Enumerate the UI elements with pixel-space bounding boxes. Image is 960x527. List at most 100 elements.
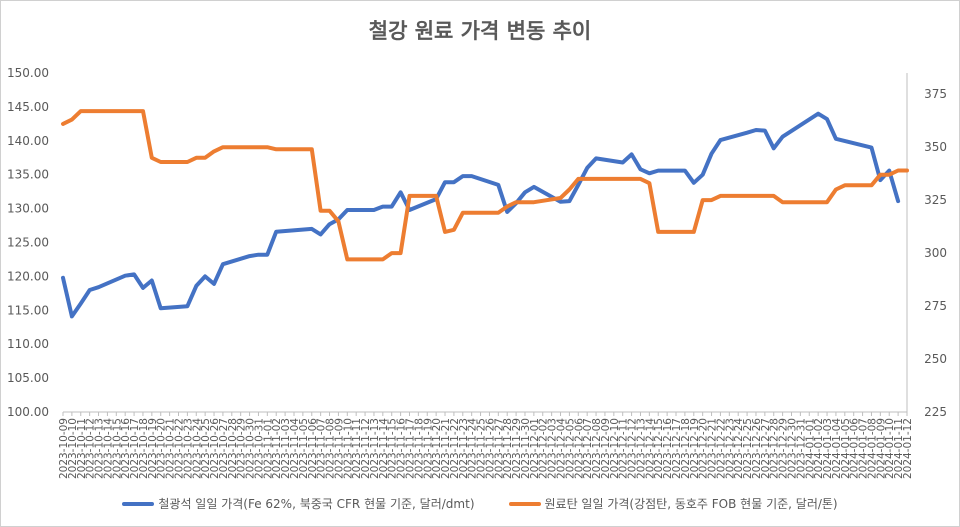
x-tick-label: 2023-12-22 [715, 418, 727, 479]
x-tick-label: 2023-10-10 [67, 418, 79, 479]
x-tick-label: 2023-10-23 [182, 418, 194, 479]
x-tick-label: 2023-12-14 [644, 418, 656, 479]
legend-label-iron-ore: 철광석 일일 가격(Fe 62%, 북중국 CFR 현물 기준, 달러/dmt) [158, 497, 475, 511]
y-left-tick-label: 115.00 [7, 303, 49, 317]
x-tick-label: 2023-12-17 [671, 418, 683, 479]
x-tick-label: 2023-12-07 [582, 418, 594, 479]
x-tick-label: 2023-12-02 [538, 418, 550, 479]
y-right-tick-label: 375 [924, 87, 947, 101]
chart-title: 철강 원료 가격 변동 추이 [368, 19, 592, 43]
x-tick-label: 2023-10-18 [138, 418, 150, 479]
x-tick-label: 2023-10-20 [156, 418, 168, 479]
x-tick-label: 2023-10-09 [58, 418, 70, 479]
x-tick-label: 2024-01-12 [902, 418, 914, 479]
x-tick-label: 2023-12-20 [698, 418, 710, 479]
x-tick-label: 2023-12-15 [653, 418, 665, 479]
x-tick-label: 2023-12-05 [564, 418, 576, 479]
x-tick-label: 2023-11-10 [342, 418, 354, 479]
x-tick-label: 2024-01-09 [875, 418, 887, 479]
x-tick-label: 2023-11-29 [511, 418, 523, 479]
x-tick-label: 2023-11-09 [333, 418, 345, 479]
x-tick-label: 2023-11-22 [449, 418, 461, 479]
line-chart: 100.00 105.00 110.00 115.00 120.00 125.00 130.… [7, 66, 947, 479]
x-tick-label: 2024-01-02 [813, 418, 825, 479]
x-tick-label: 2023-11-21 [440, 418, 452, 479]
y-left-tick-label: 105.00 [7, 371, 49, 385]
x-tick-label: 2023-12-01 [529, 418, 541, 479]
x-tick-label: 2023-11-18 [413, 418, 425, 479]
legend-swatch-coking-coal [508, 501, 541, 506]
x-tick-label: 2023-11-15 [387, 418, 399, 479]
x-tick-label: 2023-11-25 [476, 418, 488, 479]
x-tick-label: 2023-11-19 [422, 418, 434, 479]
x-tick-label: 2023-12-09 [600, 418, 612, 479]
x-tick-label: 2023-10-12 [85, 418, 97, 479]
series-line-coking-coal [61, 109, 909, 262]
x-tick-label: 2023-11-20 [431, 418, 443, 479]
series-line-iron-ore [61, 111, 901, 319]
x-tick-label: 2024-01-10 [884, 418, 896, 479]
x-tick-label: 2023-11-05 [298, 418, 310, 479]
y-right-tick-label: 250 [924, 352, 947, 366]
x-tick-label: 2023-11-26 [484, 418, 496, 479]
x-tick-label: 2023-12-21 [707, 418, 719, 479]
x-tick-label: 2023-10-30 [245, 418, 257, 479]
x-tick-label: 2023-12-27 [760, 418, 772, 479]
x-tick-label: 2023-12-18 [680, 418, 692, 479]
y-right-tick-label: 350 [924, 140, 947, 154]
x-tick-label: 2023-10-24 [191, 418, 203, 479]
x-tick-label: 2023-10-29 [236, 418, 248, 479]
x-tick-label: 2024-01-06 [849, 418, 861, 479]
x-tick-label: 2023-12-30 [787, 418, 799, 479]
x-tick-label: 2024-01-05 [840, 418, 852, 479]
x-tick-label: 2023-11-30 [520, 418, 532, 479]
y-left-tick-label: 140.00 [7, 134, 49, 148]
x-tick-label: 2023-11-04 [289, 418, 301, 479]
y-left-tick-label: 145.00 [7, 100, 49, 114]
x-tick-label: 2023-10-15 [111, 418, 123, 479]
x-tick-label: 2023-11-16 [396, 418, 408, 479]
x-tick-label: 2023-11-13 [369, 418, 381, 479]
y-right-tick-label: 275 [924, 299, 947, 313]
x-tick-label: 2023-10-14 [102, 418, 114, 479]
x-tick-label: 2023-10-22 [173, 418, 185, 479]
y-left-tick-label: 125.00 [7, 236, 49, 250]
chart-legend: 철광석 일일 가격(Fe 62%, 북중국 CFR 현물 기준, 달러/dmt)… [1, 495, 959, 512]
x-tick-label: 2023-10-25 [200, 418, 212, 479]
x-tick-label: 2024-01-08 [866, 418, 878, 479]
x-tick-label: 2023-12-28 [769, 418, 781, 479]
x-tick-label: 2023-11-17 [404, 418, 416, 479]
y-left-tick-label: 100.00 [7, 405, 49, 419]
x-tick-label: 2023-11-07 [316, 418, 328, 479]
legend-label-coking-coal: 원료탄 일일 가격(강점탄, 동호주 FOB 현물 기준, 달러/톤) [544, 497, 838, 511]
y-left-tick-label: 150.00 [7, 66, 49, 80]
legend-item-iron-ore: 철광석 일일 가격(Fe 62%, 북중국 CFR 현물 기준, 달러/dmt) [122, 495, 475, 512]
x-tick-label: 2023-11-14 [378, 418, 390, 479]
x-tick-label: 2023-12-19 [689, 418, 701, 479]
x-tick-label: 2023-10-17 [129, 418, 141, 479]
x-tick-label: 2023-11-12 [360, 418, 372, 479]
x-tick-label: 2023-11-02 [271, 418, 283, 479]
x-tick-label: 2024-01-04 [831, 418, 843, 479]
x-tick-label: 2024-01-03 [822, 418, 834, 479]
x-tick-label: 2023-12-26 [751, 418, 763, 479]
y-left-tick-label: 120.00 [7, 269, 49, 283]
x-tick-label: 2023-11-24 [467, 418, 479, 479]
x-tick-label: 2024-01-11 [893, 418, 905, 479]
x-tick-label: 2023-11-08 [325, 418, 337, 479]
x-tick-label: 2024-01-07 [858, 418, 870, 479]
x-tick-label: 2023-12-16 [662, 418, 674, 479]
x-tick-label: 2023-10-19 [147, 418, 159, 479]
x-tick-label: 2023-12-03 [547, 418, 559, 479]
x-tick-label: 2023-10-31 [253, 418, 265, 479]
x-tick-label: 2023-12-13 [635, 418, 647, 479]
x-tick-label: 2023-11-06 [307, 418, 319, 479]
x-tick-label: 2023-11-03 [280, 418, 292, 479]
x-tick-label: 2023-12-25 [742, 418, 754, 479]
x-tick-label: 2023-12-24 [733, 418, 745, 479]
x-tick-label: 2023-12-11 [618, 418, 630, 479]
x-tick-label: 2023-10-13 [94, 418, 106, 479]
x-tick-label: 2023-11-01 [262, 418, 274, 479]
x-tick-label: 2023-12-12 [627, 418, 639, 479]
